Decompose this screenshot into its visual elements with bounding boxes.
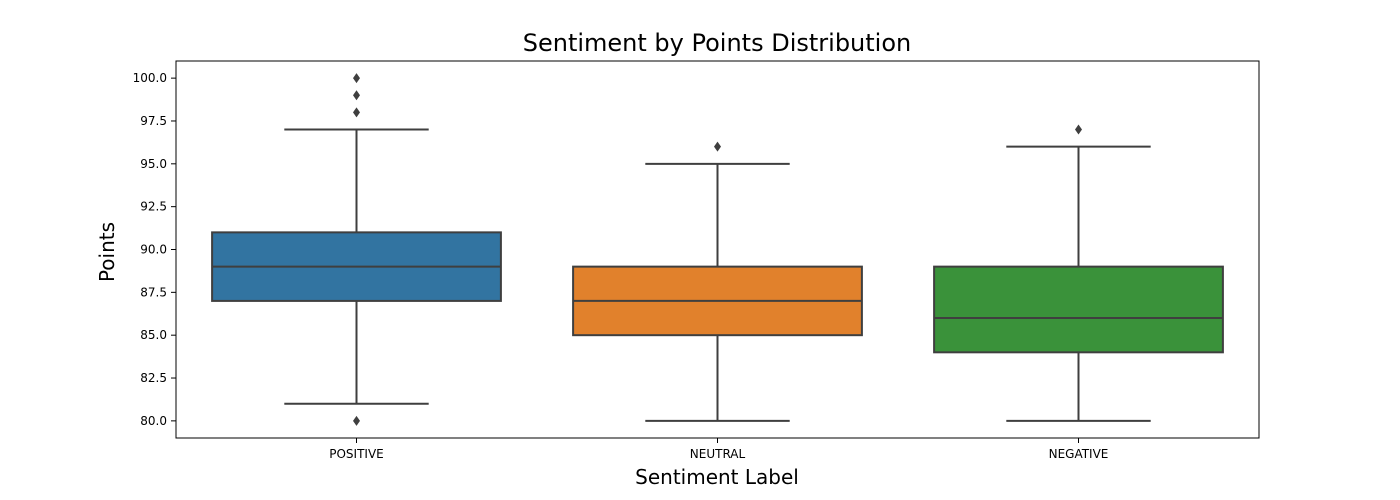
plot-area: 80.0 82.5 85.0 87.5 90.0 92.5 95.0 97.5 100.0 POS… — [133, 60, 1260, 461]
x-tick-label-negative: NEGATIVE — [1049, 447, 1109, 461]
box-negative — [933, 265, 1224, 354]
outlier-point-positive — [353, 107, 360, 118]
y-tick-label: 100.0 — [133, 71, 167, 85]
y-tick-label: 92.5 — [140, 200, 167, 214]
y-tick-label: 80.0 — [140, 414, 167, 428]
x-axis-title: Sentiment Label — [635, 465, 799, 489]
y-axis-title: Points — [95, 222, 119, 282]
chart-title: Sentiment by Points Distribution — [523, 29, 912, 57]
plot-frame — [175, 60, 1260, 439]
y-tick-label: 85.0 — [140, 328, 167, 342]
x-tick-label-neutral: NEUTRAL — [690, 447, 746, 461]
outlier-point-negative — [1075, 124, 1082, 135]
y-tick-label: 97.5 — [140, 114, 167, 128]
outlier-point-positive — [353, 415, 360, 426]
outlier-point-positive — [353, 90, 360, 101]
outlier-point-positive — [353, 73, 360, 84]
outlier-point-neutral — [714, 141, 721, 152]
x-tick-label-positive: POSITIVE — [329, 447, 384, 461]
y-tick-label: 95.0 — [140, 157, 167, 171]
y-tick-label: 82.5 — [140, 371, 167, 385]
y-tick-label: 87.5 — [140, 285, 167, 299]
y-tick-label: 90.0 — [140, 243, 167, 257]
